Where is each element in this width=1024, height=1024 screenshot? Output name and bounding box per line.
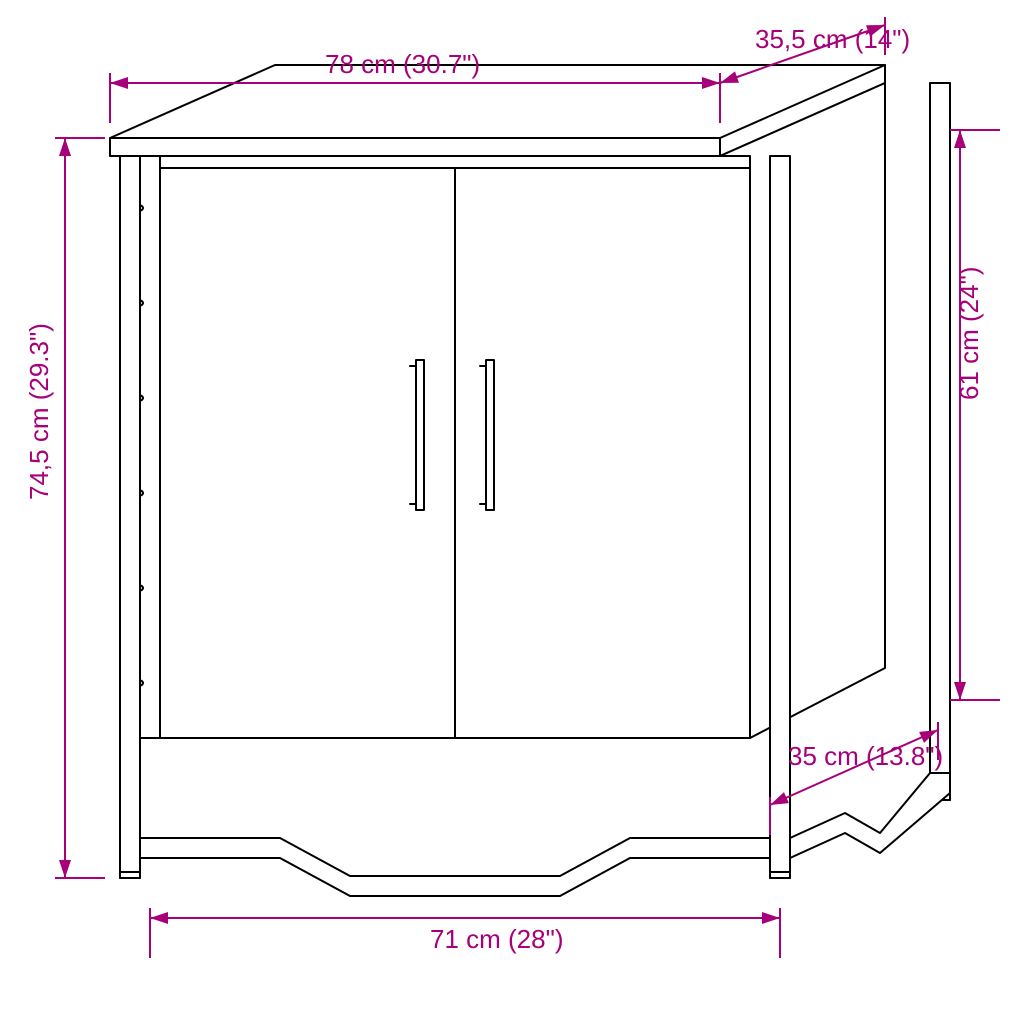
dim-inner-depth-label: 35 cm (13.8") <box>788 741 943 771</box>
dim-inner-width: 71 cm (28") <box>150 908 780 958</box>
dim-door-height-label: 61 cm (24") <box>954 267 984 401</box>
dim-inner-width-label: 71 cm (28") <box>430 924 564 954</box>
dim-top-depth-label: 35,5 cm (14") <box>755 24 910 54</box>
dim-height-left-label: 74,5 cm (29.3") <box>24 323 54 500</box>
dim-height-left: 74,5 cm (29.3") <box>24 138 105 878</box>
cabinet-drawing <box>110 65 950 896</box>
dim-top-width-label: 78 cm (30.7") <box>325 49 480 79</box>
dim-door-height: 61 cm (24") <box>950 130 1000 700</box>
